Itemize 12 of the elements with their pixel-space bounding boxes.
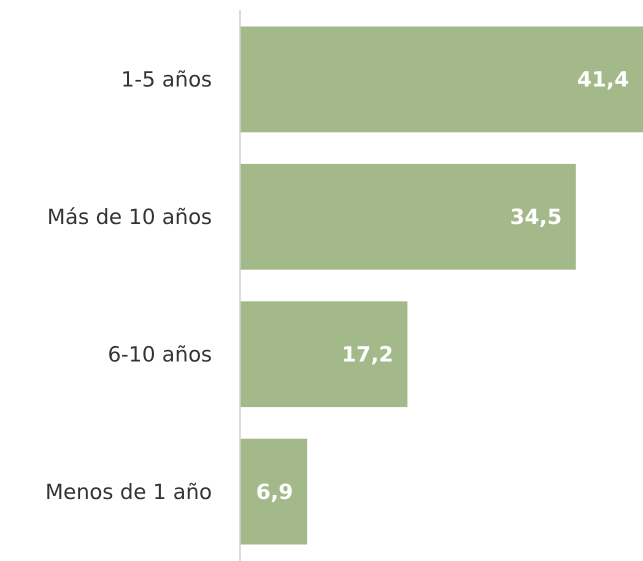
data-label: 41,4 (577, 68, 629, 92)
data-label: 34,5 (510, 205, 562, 230)
bar (240, 164, 576, 270)
y-tick-label: Más de 10 años (47, 205, 212, 230)
y-tick-label: 1-5 años (121, 68, 212, 92)
bar (240, 26, 643, 132)
y-tick-label: Menos de 1 año (45, 480, 212, 504)
data-label: 6,9 (256, 480, 294, 504)
y-tick-label: 6-10 años (108, 342, 212, 367)
data-label: 17,2 (342, 342, 394, 367)
bar (240, 301, 408, 408)
bar (240, 438, 308, 545)
